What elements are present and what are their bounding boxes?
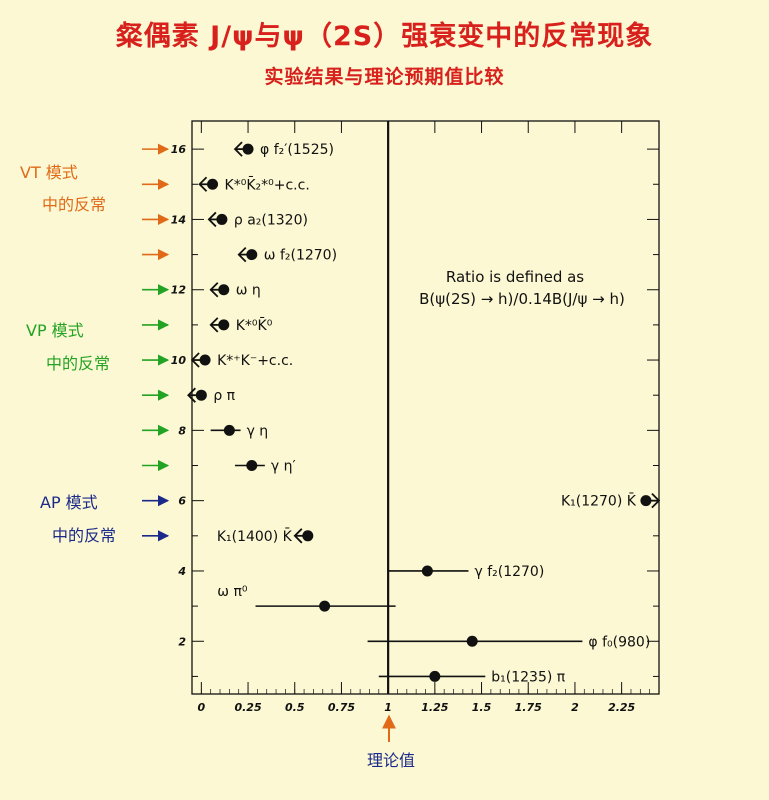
y-tick-label: 8 — [178, 424, 186, 437]
data-marker — [246, 460, 258, 472]
ratio-note-line1: Ratio is defined as — [446, 268, 584, 286]
point-label: b₁(1235) π — [491, 669, 566, 685]
data-marker — [216, 213, 228, 225]
data-point: K*⁺K⁻+c.c. — [190, 352, 293, 369]
point-label: ω π⁰ — [217, 584, 248, 600]
y-tick-label: 10 — [171, 354, 187, 367]
data-marker — [302, 530, 314, 542]
x-tick-label: 1.5 — [472, 701, 492, 714]
group-label-sub: 中的反常 — [42, 195, 106, 214]
data-point: γ η′ — [234, 459, 296, 475]
data-marker — [466, 635, 478, 647]
point-label: ρ a₂(1320) — [234, 212, 308, 228]
x-tick-label: 2.25 — [608, 701, 635, 714]
point-label: γ η′ — [271, 459, 296, 475]
point-label: φ f₀(980) — [588, 634, 650, 650]
data-marker — [195, 389, 207, 401]
x-tick-label: 0.75 — [328, 701, 355, 714]
y-tick-label: 2 — [178, 635, 186, 648]
data-point: K₁(1270) K̄ — [561, 492, 661, 510]
point-label: γ η — [247, 423, 269, 439]
data-point: φ f₂′(1525) — [233, 141, 334, 158]
point-label: K*⁰K̄⁰ — [236, 316, 273, 334]
data-point: ρ a₂(1320) — [207, 211, 308, 228]
plot-frame — [191, 120, 660, 695]
point-label: ω f₂(1270) — [264, 248, 337, 264]
group-label: VP 模式 — [26, 321, 84, 340]
data-point: K₁(1400) K̄ — [217, 527, 314, 545]
data-marker — [640, 495, 652, 507]
point-label: K*⁺K⁻+c.c. — [217, 353, 293, 369]
x-tick-label: 0.5 — [285, 701, 305, 714]
data-point: γ f₂(1270) — [388, 564, 544, 580]
data-point: K*⁰K̄₂*⁰+c.c. — [198, 176, 310, 194]
data-marker — [207, 178, 219, 190]
point-label: K₁(1400) K̄ — [217, 527, 293, 545]
data-marker — [429, 670, 441, 682]
x-tick-label: 0 — [198, 701, 206, 714]
point-label: K*⁰K̄₂*⁰+c.c. — [225, 176, 310, 194]
y-tick-label: 16 — [171, 143, 187, 156]
data-marker — [199, 354, 211, 366]
data-point: ω π⁰ — [217, 584, 396, 612]
data-marker — [246, 249, 258, 261]
y-tick-label: 4 — [177, 565, 186, 578]
y-tick-label: 14 — [171, 213, 186, 226]
x-tick-label: 0.25 — [234, 701, 261, 714]
data-point: ρ π — [187, 387, 236, 404]
group-label-sub: 中的反常 — [46, 354, 110, 373]
data-point: K*⁰K̄⁰ — [209, 316, 273, 334]
page-subtitle: 实验结果与理论预期值比较 — [264, 66, 505, 88]
data-marker — [242, 143, 254, 155]
point-label: γ f₂(1270) — [474, 564, 544, 580]
data-marker — [319, 600, 331, 612]
group-label: VT 模式 — [20, 163, 78, 182]
page-title: 粲偶素 J/ψ与ψ（2S）强衰变中的反常现象 — [115, 21, 654, 52]
data-marker — [218, 319, 230, 331]
point-label: ρ π — [213, 388, 235, 404]
data-point: ω f₂(1270) — [237, 246, 337, 264]
data-marker — [218, 284, 230, 296]
data-marker — [421, 565, 433, 577]
point-label: ω η — [236, 283, 261, 299]
data-point: φ f₀(980) — [367, 634, 650, 650]
y-tick-label: 12 — [171, 284, 187, 297]
point-label: K₁(1270) K̄ — [561, 492, 637, 510]
x-tick-label: 1.25 — [421, 701, 448, 714]
group-label-sub: 中的反常 — [52, 526, 116, 545]
ratio-note-line2: B(ψ(2S) → h)/0.14B(J/ψ → h) — [419, 290, 625, 308]
data-marker — [223, 424, 235, 436]
data-point: γ η — [210, 423, 269, 439]
data-point: b₁(1235) π — [378, 669, 566, 685]
data-point: ω η — [209, 282, 261, 299]
group-label: AP 模式 — [40, 493, 98, 512]
x-tick-label: 2 — [571, 701, 579, 714]
point-label: φ f₂′(1525) — [260, 142, 334, 158]
x-tick-label: 1 — [384, 701, 392, 714]
y-tick-label: 6 — [178, 495, 186, 508]
x-tick-label: 1.75 — [515, 701, 542, 714]
theory-value-label: 理论值 — [367, 751, 415, 770]
